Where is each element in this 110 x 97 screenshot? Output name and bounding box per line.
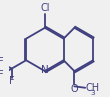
Text: N: N [41, 65, 49, 75]
Text: O: O [71, 84, 78, 94]
Text: F: F [0, 70, 4, 80]
Text: F: F [0, 57, 4, 68]
Text: 3: 3 [90, 90, 95, 96]
Text: F: F [9, 76, 15, 86]
Text: Cl: Cl [40, 3, 50, 13]
Text: CH: CH [85, 83, 99, 93]
